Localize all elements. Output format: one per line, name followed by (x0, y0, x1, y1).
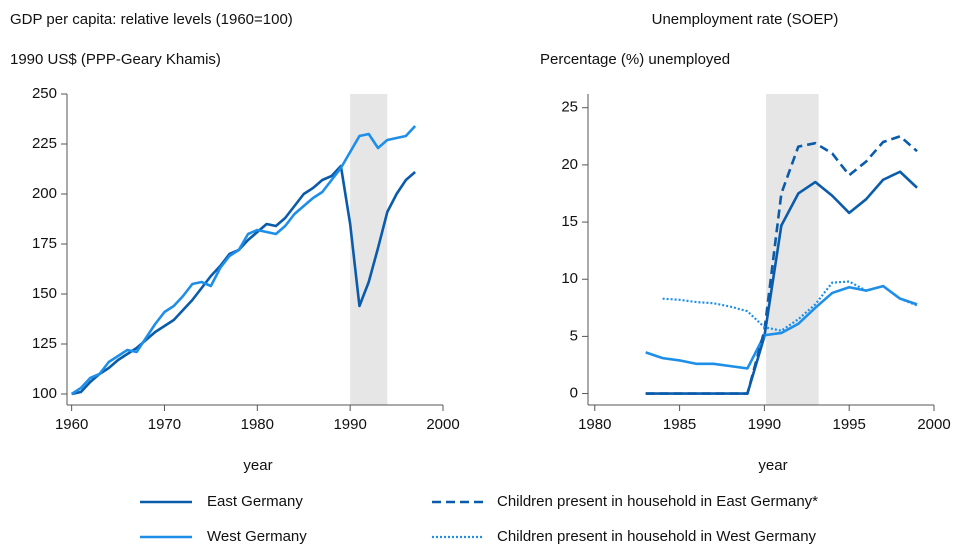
chart-title: Unemployment rate (SOEP) (652, 11, 839, 28)
y-tick-label: 0 (570, 385, 578, 402)
series-line (662, 280, 918, 332)
y-tick-label: 150 (32, 285, 57, 302)
x-tick-label: 1995 (833, 416, 866, 433)
x-axis-label: year (243, 457, 272, 474)
y-tick-label: 5 (570, 327, 578, 344)
y-tick-label: 20 (561, 156, 578, 173)
y-tick-label: 10 (561, 270, 578, 287)
y-axis-label: Percentage (%) unemployed (540, 51, 730, 68)
y-tick-label: 225 (32, 135, 57, 152)
series-line (70, 125, 417, 396)
series-line (645, 284, 918, 370)
x-axis-label: year (758, 457, 787, 474)
x-tick-label: 1990 (748, 416, 781, 433)
x-tick-label: 1990 (333, 416, 366, 433)
x-tick-label: 1970 (148, 416, 181, 433)
x-tick-label: 2000 (917, 416, 950, 433)
y-axis-label: 1990 US$ (PPP-Geary Khamis) (10, 51, 221, 68)
x-tick-label: 2000 (426, 416, 459, 433)
y-tick-label: 100 (32, 385, 57, 402)
series-line (645, 135, 918, 395)
shaded-period (766, 94, 819, 405)
legend-label: Children present in household in East Ge… (497, 493, 818, 510)
chart-title: GDP per capita: relative levels (1960=10… (10, 11, 293, 28)
x-tick-label: 1960 (55, 416, 88, 433)
y-tick-label: 15 (561, 213, 578, 230)
y-tick-label: 125 (32, 335, 57, 352)
x-tick-label: 1980 (241, 416, 274, 433)
x-tick-label: 1980 (578, 416, 611, 433)
y-tick-label: 250 (32, 85, 57, 102)
legend-label: Children present in household in West Ge… (497, 528, 817, 545)
series-line (71, 164, 416, 396)
y-tick-label: 25 (561, 99, 578, 116)
x-tick-label: 1985 (663, 416, 696, 433)
y-tick-label: 175 (32, 235, 57, 252)
y-tick-label: 200 (32, 185, 57, 202)
legend-label: West Germany (207, 528, 307, 545)
legend-label: East Germany (207, 493, 303, 510)
